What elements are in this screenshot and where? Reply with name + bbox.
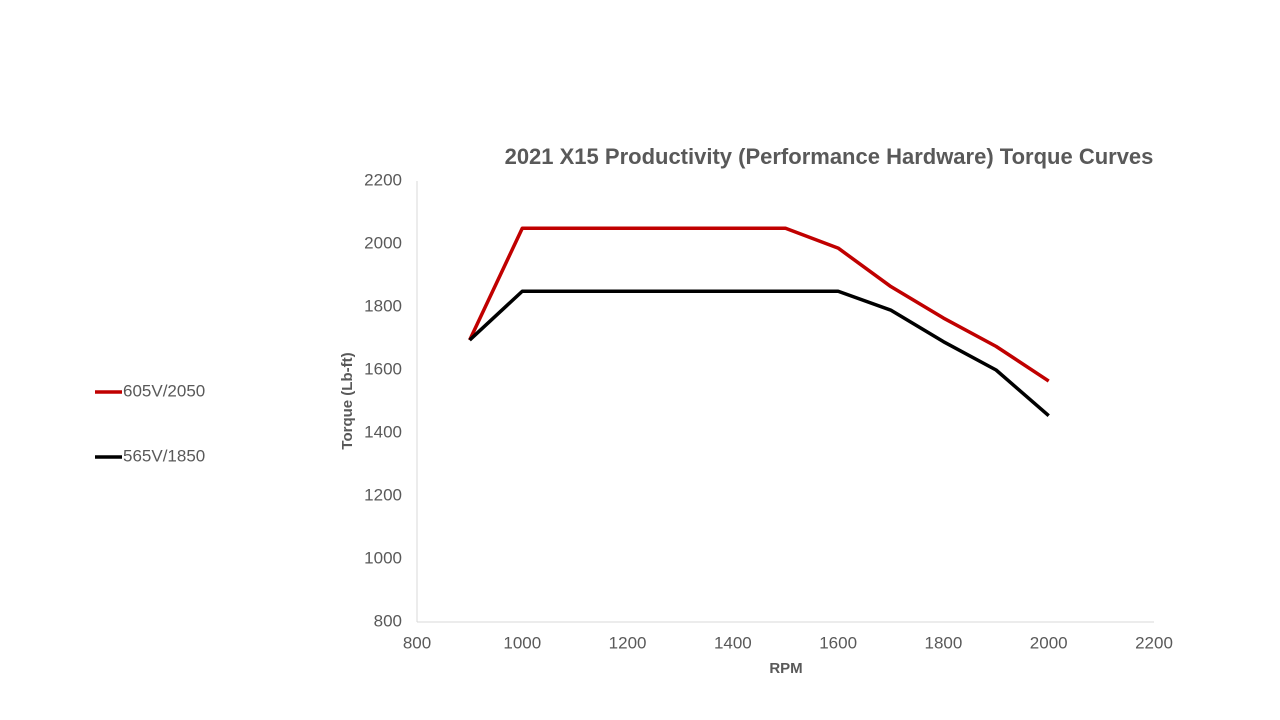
y-tick-label: 800: [374, 611, 402, 630]
legend-label: 605V/2050: [123, 381, 205, 400]
line-series: [468, 226, 1050, 383]
y-tick-label: 1800: [364, 296, 402, 315]
x-tick-label: 1800: [925, 633, 963, 652]
y-tick-label: 1000: [364, 548, 402, 567]
x-tick-label: 1200: [609, 633, 647, 652]
chart-title: 2021 X15 Productivity (Performance Hardw…: [505, 144, 1154, 169]
y-tick-label: 2000: [364, 233, 402, 252]
y-tick-label: 1600: [364, 359, 402, 378]
x-tick-label: 1000: [503, 633, 541, 652]
x-tick-label: 800: [403, 633, 431, 652]
x-tick-label: 2200: [1135, 633, 1173, 652]
y-tick-label: 2200: [364, 170, 402, 189]
x-axis-label: RPM: [769, 660, 802, 677]
legend-label: 565V/1850: [123, 446, 205, 465]
x-tick-label: 1600: [819, 633, 857, 652]
line-series: [468, 289, 1050, 417]
y-tick-label: 1200: [364, 485, 402, 504]
x-tick-label: 1400: [714, 633, 752, 652]
y-axis-label: Torque (Lb-ft): [339, 352, 356, 449]
y-tick-label: 1400: [364, 422, 402, 441]
x-tick-label: 2000: [1030, 633, 1068, 652]
